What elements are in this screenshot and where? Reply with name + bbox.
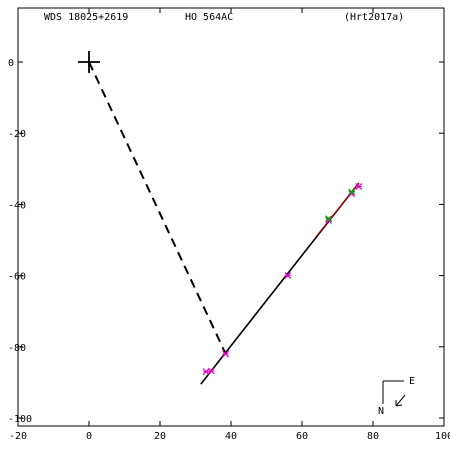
observation-point-green: [348, 188, 356, 196]
x-tick-label: 0: [86, 431, 92, 442]
orbit-reference: (Hrt2017a): [344, 12, 404, 23]
discoverer-designation: HO 564AC: [185, 12, 233, 23]
wds-designation: WDS 18025+2619: [44, 12, 128, 23]
compass-north-label: N: [378, 406, 384, 417]
axis-ticks: -20 0 20 40 60 80 100 0 -20 -40 -60 -80 -100: [8, 8, 450, 442]
compass-rose: E N: [378, 376, 415, 417]
data-points: [202, 183, 363, 376]
data-lines: [78, 51, 360, 385]
y-tick-label: 0: [8, 58, 14, 69]
x-tick-label: 60: [296, 431, 308, 442]
y-tick-label: -20: [8, 129, 26, 140]
x-tick-label: 80: [367, 431, 379, 442]
y-tick-label: -60: [8, 272, 26, 283]
observation-point-green: [325, 215, 333, 223]
plot-frame: [17, 7, 445, 427]
observation-point-magenta: [355, 183, 363, 191]
observation-point-magenta: [284, 272, 292, 280]
motion-arrow-head-b: [395, 404, 403, 407]
x-tick-label: 40: [225, 431, 237, 442]
observation-point-magenta: [208, 367, 215, 375]
y-tick-label: -100: [8, 414, 32, 425]
compass-east-label: E: [409, 376, 415, 387]
x-tick-label: 20: [154, 431, 166, 442]
observation-point-magenta: [222, 350, 230, 358]
plot-border: [17, 7, 445, 427]
y-tick-label: -40: [8, 200, 26, 211]
observation-point-magenta: [202, 368, 210, 376]
x-tick-label: 100: [435, 431, 450, 442]
y-tick-label: -80: [8, 343, 26, 354]
motion-arrow-shaft: [395, 394, 406, 407]
x-tick-label: -20: [9, 431, 27, 442]
primary-connector-dashed: [88, 61, 227, 355]
